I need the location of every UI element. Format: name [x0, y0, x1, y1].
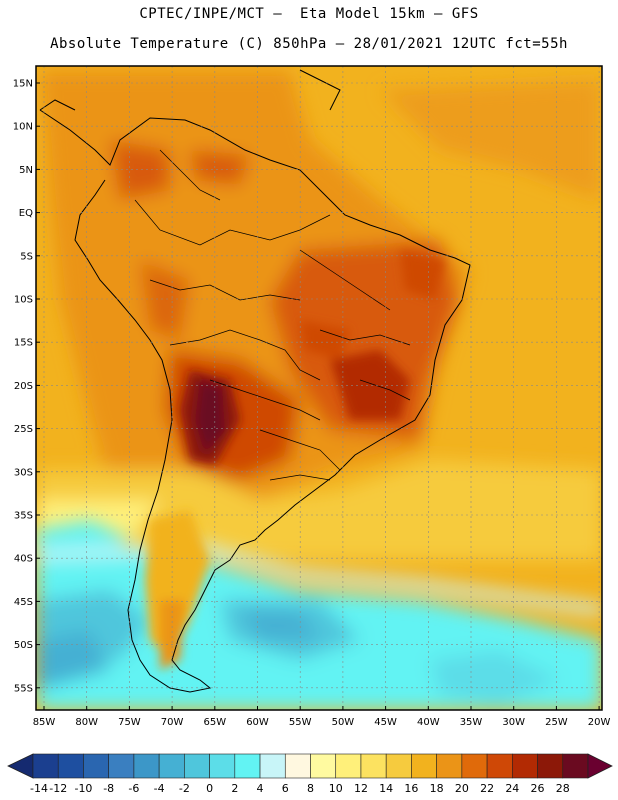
lon-label: 35W — [460, 717, 483, 728]
colorbar-swatch — [385, 753, 412, 779]
lat-label: 30S — [14, 467, 33, 478]
lat-label: 5S — [20, 251, 33, 262]
colorbar-swatch — [108, 753, 135, 779]
lat-label: 5N — [19, 165, 33, 176]
colorbar-swatch — [259, 753, 286, 779]
colorbar-swatch — [335, 753, 362, 779]
lon-label: 70W — [161, 717, 184, 728]
lat-label: 10N — [13, 122, 33, 133]
colorbar-swatch — [411, 753, 437, 779]
lon-label: 25W — [545, 717, 568, 728]
colorbar-swatch — [310, 753, 337, 779]
lon-label: 30W — [502, 717, 525, 728]
colorbar-label: 0 — [206, 782, 213, 795]
colorbar-label: 12 — [354, 782, 368, 795]
colorbar-swatch — [184, 753, 210, 779]
lat-lon-grid — [36, 66, 602, 710]
colorbar-label: -10 — [74, 782, 92, 795]
colorbar-label: 2 — [231, 782, 238, 795]
colorbar-label: 20 — [455, 782, 469, 795]
colorbar-label: 22 — [480, 782, 494, 795]
lat-label: 20S — [14, 381, 33, 392]
lat-label: 25S — [14, 424, 33, 435]
lon-label: 55W — [289, 717, 312, 728]
colorbar-swatch — [83, 753, 109, 779]
colorbar-label: 18 — [430, 782, 444, 795]
colorbar-label: -14 — [30, 782, 48, 795]
lat-label: 35S — [14, 511, 33, 522]
lat-label: 15N — [13, 79, 33, 90]
lon-label: 65W — [203, 717, 226, 728]
longitude-labels: 85W 80W 75W 70W 65W 60W 55W 50W 45W 40W 35W 30W 25W 2… — [33, 706, 611, 728]
colorbar-swatch — [32, 753, 59, 779]
colorbar-swatch — [284, 753, 311, 779]
colorbar-swatch — [234, 753, 261, 779]
colorbar-label: 26 — [531, 782, 545, 795]
colorbar-low-arrow — [7, 753, 34, 779]
lon-label: 45W — [374, 717, 397, 728]
lat-label: EQ — [19, 208, 33, 219]
colorbar-label: -2 — [179, 782, 190, 795]
lat-label: 10S — [14, 295, 33, 306]
colorbar-label: 4 — [257, 782, 264, 795]
lat-label: 55S — [14, 683, 33, 694]
country-borders — [134, 149, 411, 481]
lon-label: 60W — [246, 717, 269, 728]
colorbar-label: -12 — [49, 782, 67, 795]
colorbar-swatch — [436, 753, 463, 779]
title-line-1: CPTEC/INPE/MCT – Eta Model 15km – GFS — [139, 6, 479, 22]
lon-label: 50W — [332, 717, 355, 728]
colorbar-label: -4 — [154, 782, 165, 795]
title-line-2: Absolute Temperature (C) 850hPa – 28/01/… — [50, 36, 568, 52]
plot-frame — [35, 65, 603, 711]
colorbar-label: 28 — [556, 782, 570, 795]
colorbar-swatch — [512, 753, 538, 779]
colorbar-label: 6 — [282, 782, 289, 795]
lon-label: 75W — [118, 717, 141, 728]
colorbar-label: 10 — [329, 782, 343, 795]
lon-label: 20W — [588, 717, 611, 728]
lon-label: 40W — [417, 717, 440, 728]
colorbar-labels: -14 -12 -10 -8 -6 -4 -2 0 2 4 6 8 10 12 14 16 18 20 22 24 26… — [30, 782, 570, 795]
colorbar-label: 14 — [379, 782, 393, 795]
lat-label: 45S — [14, 597, 33, 608]
colorbar-label: 8 — [307, 782, 314, 795]
colorbar-swatch — [461, 753, 488, 779]
colorbar-high-arrow — [587, 753, 613, 779]
coastlines — [39, 69, 471, 693]
colorbar — [7, 753, 613, 779]
colorbar-swatch — [209, 753, 236, 779]
colorbar-label: -6 — [128, 782, 139, 795]
colorbar-swatch — [486, 753, 513, 779]
lon-label: 85W — [33, 717, 56, 728]
colorbar-label: 24 — [505, 782, 519, 795]
lat-label: 40S — [14, 554, 33, 565]
colorbar-label: -8 — [103, 782, 114, 795]
colorbar-swatch — [537, 753, 564, 779]
colorbar-swatch — [57, 753, 84, 779]
colorbar-swatch — [562, 753, 589, 779]
colorbar-swatch — [360, 753, 387, 779]
colorbar-swatch — [158, 753, 185, 779]
colorbar-label: 16 — [404, 782, 418, 795]
lat-label: 50S — [14, 640, 33, 651]
colorbar-swatch — [133, 753, 160, 779]
latitude-labels: 15N 10N 5N EQ 5S 10S 15S 20S 25S 30S 35S 40S 45S 50S 5… — [13, 79, 40, 694]
lon-label: 80W — [75, 717, 98, 728]
temperature-field — [36, 66, 602, 710]
lat-label: 15S — [14, 338, 33, 349]
